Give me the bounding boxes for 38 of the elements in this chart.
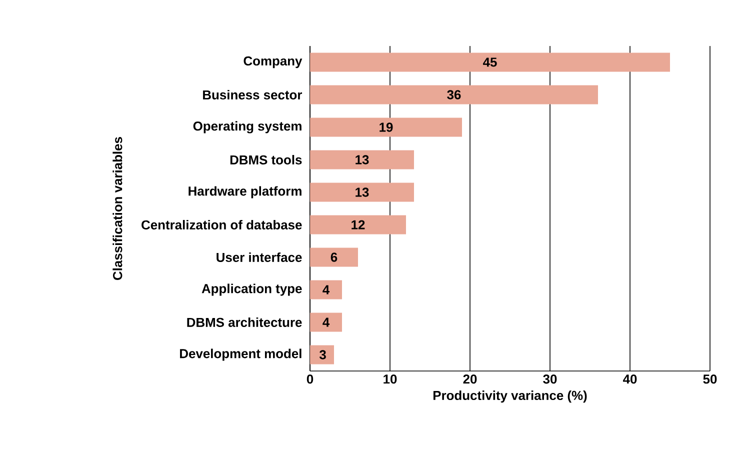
- y-tick-label: Development model: [180, 348, 302, 361]
- data-label: 13: [356, 155, 369, 164]
- x-tick-label: 30: [543, 374, 557, 384]
- y-tick-label: Business sector: [203, 90, 302, 100]
- y-tick-label: Centralization of database: [142, 220, 302, 230]
- data-label: 4: [322, 318, 330, 327]
- data-label: 19: [380, 122, 393, 132]
- y-tick-label: User interface: [216, 252, 302, 262]
- y-tick-label: Company: [244, 56, 302, 68]
- y-tick-label: DBMS tools: [230, 154, 302, 164]
- data-label: 36: [447, 90, 461, 100]
- x-tick-label: 50: [703, 374, 717, 384]
- x-tick-label: 0: [306, 374, 314, 384]
- y-tick-label: Operating system: [193, 121, 302, 134]
- x-axis-title: Productivity variance (%): [433, 390, 587, 403]
- bar: [310, 52, 670, 72]
- bar: [310, 182, 414, 202]
- bar: [310, 248, 358, 267]
- x-tick-label: 40: [623, 374, 637, 384]
- data-label: 3: [320, 350, 326, 360]
- data-label: 12: [352, 220, 365, 230]
- y-tick-label: Application type: [202, 284, 302, 296]
- y-tick-label: DBMS architecture: [187, 317, 302, 327]
- bar: [310, 85, 598, 104]
- data-label: 13: [356, 188, 369, 197]
- bar: [310, 280, 342, 300]
- x-tick-label: 20: [463, 374, 477, 384]
- bar: [310, 118, 462, 137]
- y-axis-title: Classification variables: [112, 137, 122, 280]
- x-tick-label: 10: [384, 374, 397, 384]
- y-tick-label: Hardware platform: [188, 186, 302, 198]
- data-label: 4: [322, 285, 330, 294]
- bar: [310, 345, 334, 364]
- bar: [310, 150, 414, 170]
- bar: [310, 215, 406, 234]
- bar: [310, 312, 342, 332]
- data-label: 45: [483, 58, 497, 67]
- data-label: 6: [330, 252, 338, 262]
